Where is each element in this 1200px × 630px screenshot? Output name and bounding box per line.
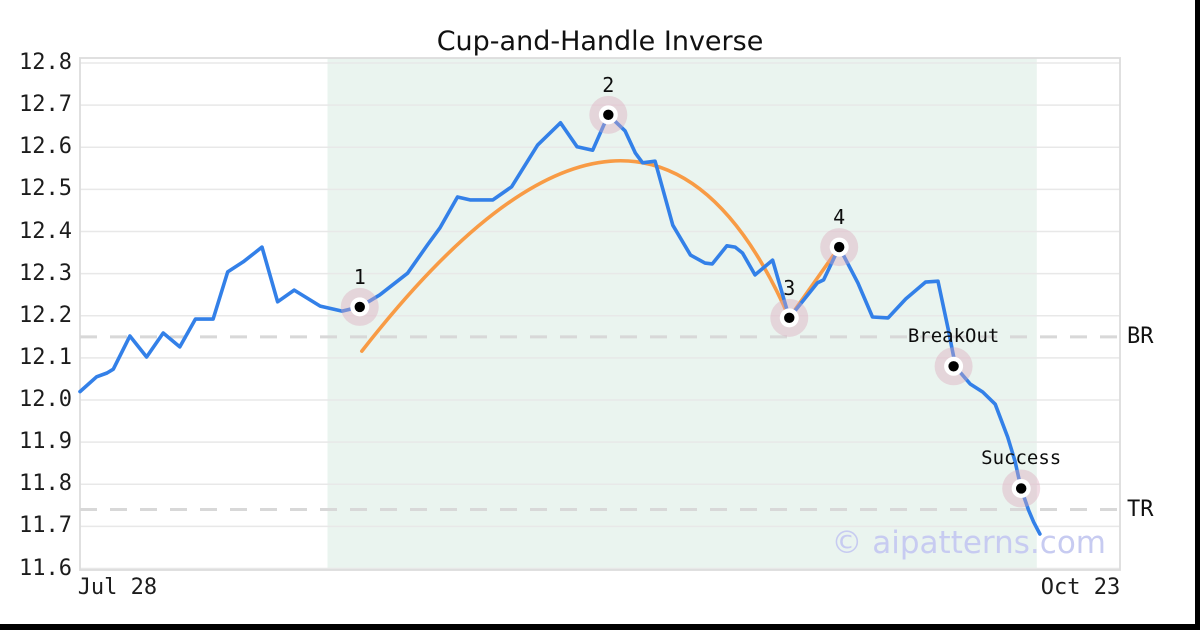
marker-dot-1 bbox=[354, 301, 365, 313]
marker-dot-3 bbox=[784, 312, 795, 324]
marker-dot-success bbox=[1016, 483, 1027, 494]
cup-arc-line bbox=[360, 158, 792, 353]
watermark: © aipatterns.com bbox=[831, 525, 1106, 561]
pattern-shaded-region bbox=[327, 58, 1037, 570]
marker-dot-2 bbox=[603, 109, 614, 121]
screenshot-bottom-edge bbox=[0, 624, 1200, 630]
price-line bbox=[78, 113, 1042, 536]
marker-dot-4 bbox=[834, 241, 845, 253]
screenshot-right-edge bbox=[1195, 0, 1200, 630]
plot-border bbox=[79, 57, 1121, 571]
chart-title: Cup-and-Handle Inverse bbox=[436, 26, 764, 57]
marker-dot-breakout bbox=[948, 361, 959, 372]
